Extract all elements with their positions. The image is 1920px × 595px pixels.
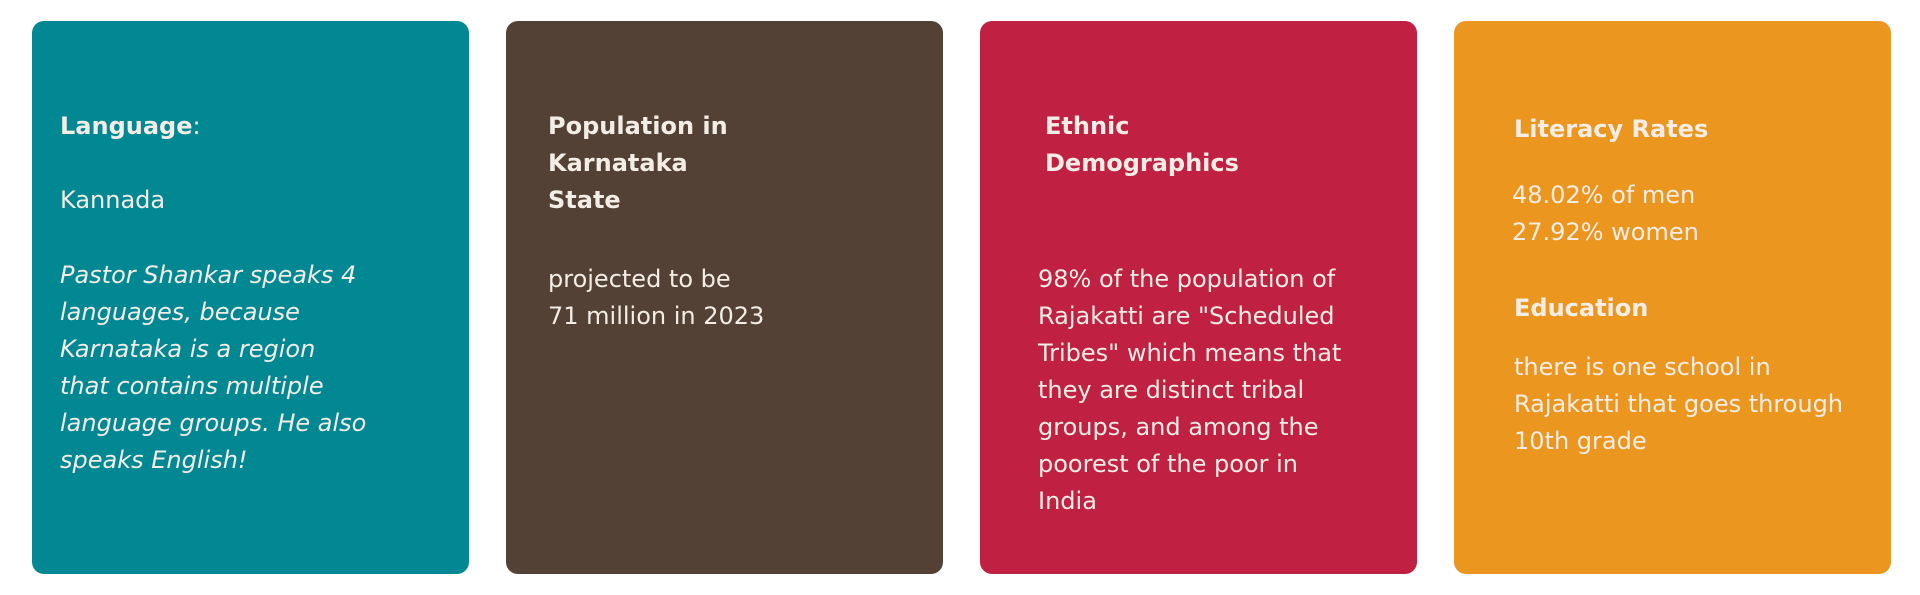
population-body: projected to be 71 million in 2023 [548, 265, 765, 330]
literacy-card: Literacy Rates 48.02% of men 27.92% wome… [1454, 21, 1891, 574]
population-heading: Population in Karnataka State [548, 112, 728, 214]
ethnic-demographics-card: Ethnic Demographics 98% of the populatio… [980, 21, 1417, 574]
language-heading: Language: [60, 108, 201, 145]
education-heading: Education [1514, 294, 1649, 322]
literacy-body: 48.02% of men 27.92% women [1512, 181, 1699, 246]
literacy-heading: Literacy Rates [1514, 115, 1709, 143]
language-value: Kannada [60, 186, 166, 214]
education-body: there is one school in Rajakatti that go… [1514, 353, 1844, 455]
language-heading-label: Language [60, 112, 193, 140]
ethnic-heading: Ethnic Demographics [1045, 112, 1239, 177]
language-note: Pastor Shankar speaks 4 languages, becau… [60, 261, 367, 474]
population-card: Population in Karnataka State projected … [506, 21, 943, 574]
ethnic-body: 98% of the population of Rajakatti are "… [1038, 265, 1342, 515]
language-card: Language: Kannada Pastor Shankar speaks … [32, 21, 469, 574]
language-heading-colon: : [192, 112, 201, 140]
